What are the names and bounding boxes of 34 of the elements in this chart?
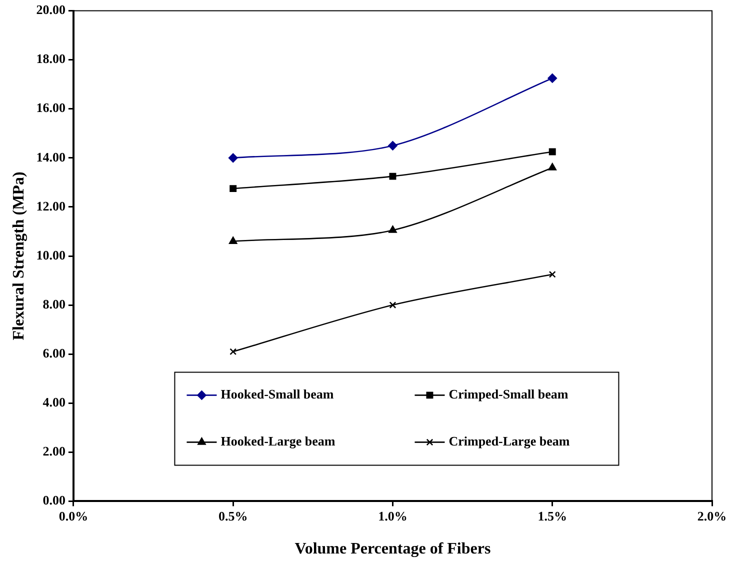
point — [389, 172, 396, 180]
y-tick-label: 18.00 — [36, 51, 66, 66]
legend-label: Crimped-Large beam — [448, 434, 570, 449]
x-tick-label: 1.0% — [378, 508, 408, 524]
point — [389, 302, 396, 309]
point — [228, 236, 238, 244]
point — [230, 348, 237, 356]
y-tick-label: 4.00 — [42, 394, 66, 410]
x-tick-label: 2.0% — [697, 508, 727, 524]
y-tick-label: 8.00 — [42, 296, 66, 312]
legend-label: Hooked-Large beam — [220, 434, 336, 449]
x-tick-label: 0.5% — [218, 508, 248, 524]
x-axis-title: Volume Percentage of Fibers — [294, 540, 491, 558]
point — [230, 185, 237, 192]
y-tick-label: 16.00 — [36, 100, 66, 116]
point — [548, 270, 556, 278]
y-tick-label: 14.00 — [36, 149, 66, 164]
x-tick-label: 1.5% — [538, 508, 567, 524]
y-tick-label: 12.00 — [36, 198, 66, 214]
point — [548, 148, 556, 156]
legend-label: Hooked-Small beam — [220, 386, 334, 402]
y-tick-label: 10.00 — [36, 247, 66, 262]
point — [388, 226, 397, 233]
point — [548, 74, 558, 83]
point — [228, 153, 238, 163]
y-tick-label: 6.00 — [42, 345, 66, 360]
y-tick-label: 2.00 — [42, 444, 66, 459]
legend-label: Crimped-Small beam — [448, 386, 568, 402]
y-tick-label: 0.00 — [42, 492, 66, 508]
y-axis-title: Flexural Strength (MPa) — [10, 172, 28, 340]
x-tick-label: 0.0% — [58, 508, 88, 524]
y-tick-label: 20.00 — [36, 2, 66, 18]
point — [388, 141, 398, 150]
point — [548, 163, 556, 170]
